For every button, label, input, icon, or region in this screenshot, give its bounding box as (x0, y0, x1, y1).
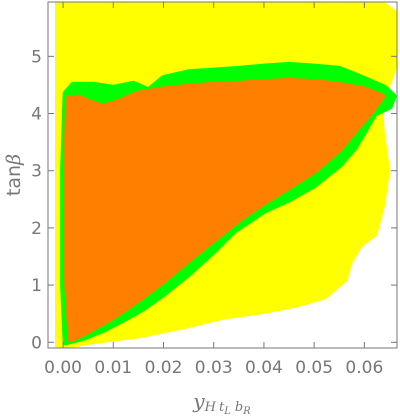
x-axis-ticks: 0.00 0.01 0.02 0.03 0.04 0.05 0.06 (44, 2, 383, 378)
x-tick-label: 0.01 (94, 358, 132, 378)
x-axis-label: yH tL bR (192, 389, 251, 416)
x-tick-label: 0.00 (44, 358, 82, 378)
y-tick-label: 1 (31, 276, 42, 296)
x-tick-label: 0.06 (345, 358, 383, 378)
x-tick-label: 0.05 (295, 358, 333, 378)
y-tick-label: 5 (31, 47, 42, 67)
y-tick-label: 4 (31, 105, 42, 125)
region-layers (55, 2, 397, 348)
x-tick-label: 0.03 (195, 358, 233, 378)
y-tick-label: 2 (31, 219, 42, 239)
y-axis-ticks: 0 1 2 3 4 5 (31, 47, 397, 353)
x-tick-label: 0.02 (145, 358, 183, 378)
y-tick-label: 0 (31, 333, 42, 353)
plot-frame (47, 1, 398, 349)
region-2 (63, 77, 385, 343)
y-tick-label: 3 (31, 162, 42, 182)
y-axis-label: tanβ (3, 154, 25, 196)
x-tick-label: 0.04 (245, 358, 283, 378)
